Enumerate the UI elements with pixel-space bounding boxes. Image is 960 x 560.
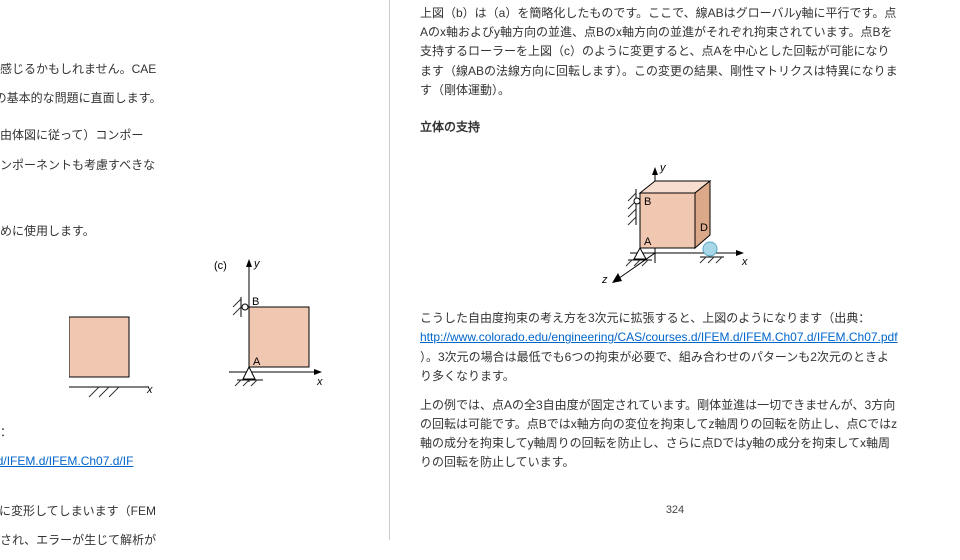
left-p7a: よって無限に変形してしまいます（FEM: [0, 502, 359, 521]
svg-text:A: A: [644, 236, 652, 248]
right-after-a: こうした自由度拘束の考え方を3次元に拡張すると、上図のようになります（出典：: [420, 311, 870, 325]
left-p3a: 拘束は（自由体図に従って）コンポー: [0, 126, 359, 145]
left-figure-svg: x (c) y x: [69, 257, 329, 407]
right-bottom: 上の例では、点Aの全3自由度が固定されています。剛体並進は一切できませんが、3方…: [420, 396, 900, 473]
left-figure: x (c) y x: [0, 257, 359, 407]
svg-text:x: x: [316, 376, 323, 388]
svg-text:y: y: [253, 258, 261, 270]
right-after-b: ）。3次元の場合は最低でも6つの拘束が必要で、組み合わせのパターンも2次元のとき…: [420, 350, 889, 383]
left-link[interactable]: S/courses.d/IFEM.d/IFEM.Ch07.d/IF: [0, 454, 133, 468]
left-content: 用は難しく感じるかもしれません。CAE ような2つの基本的な問題に直面します。 …: [0, 60, 359, 560]
svg-text:B: B: [644, 196, 651, 208]
section-title: 立体の支持: [420, 118, 900, 137]
svg-text:z: z: [601, 274, 608, 286]
left-p1: 用は難しく感じるかもしれません。CAE: [0, 60, 359, 79]
right-after-fig: こうした自由度拘束の考え方を3次元に拡張すると、上図のようになります（出典： h…: [420, 309, 900, 386]
left-p4: 、: [0, 193, 359, 212]
svg-text:A: A: [253, 356, 261, 368]
right-page: 上図（b）は（a）を簡略化したものです。ここで、線ABはグローバルy軸に平行です…: [390, 0, 960, 540]
left-p3b: も周囲のコンポーネントも考慮すべきな: [0, 156, 359, 175]
right-link[interactable]: http://www.colorado.edu/engineering/CAS/…: [420, 330, 898, 344]
right-top: 上図（b）は（a）を簡略化したものです。ここで、線ABはグローバルy軸に平行です…: [420, 4, 900, 100]
svg-text:x: x: [741, 256, 748, 268]
left-p2: ような2つの基本的な問題に直面します。: [0, 89, 359, 108]
svg-text:y: y: [659, 162, 667, 174]
left-page: 用は難しく感じるかもしれません。CAE ような2つの基本的な問題に直面します。 …: [0, 0, 390, 540]
fig-label-c: (c): [214, 260, 227, 272]
svg-text:B: B: [252, 296, 259, 308]
svg-text:D: D: [700, 222, 708, 234]
left-p7b: 運動が検知され、エラーが生じて解析が: [0, 531, 359, 550]
page-number: 324: [390, 502, 960, 520]
right-figure: y x z A B D: [420, 153, 900, 293]
left-p6a: です（出典：: [0, 423, 359, 442]
cube-figure-svg: y x z A B D: [560, 153, 760, 293]
left-p5: 制限するために使用します。: [0, 222, 359, 241]
svg-text:x: x: [146, 384, 153, 396]
